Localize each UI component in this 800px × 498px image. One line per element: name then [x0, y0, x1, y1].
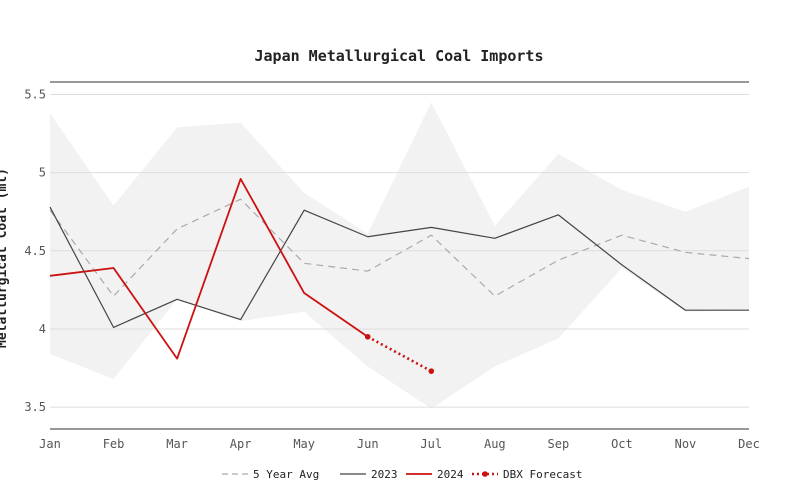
x-tick-label: Nov	[675, 437, 697, 451]
series-line	[367, 335, 432, 373]
x-tick-label: Jan	[39, 437, 61, 451]
x-tick-label: Jul	[420, 437, 442, 451]
range-band	[50, 102, 749, 409]
plot-area: 3.5 4 4.5 5 5.5 Jan Feb Mar Apr May Jun Jul Aug Sep Oc…	[24, 81, 760, 451]
y-tick-label: 5.5	[24, 88, 46, 102]
x-tick-label: May	[293, 437, 315, 451]
legend-marker	[482, 471, 488, 477]
y-axis-label: Metallurgical Coal (mt)	[0, 168, 10, 348]
chart-title: Japan Metallurgical Coal Imports	[255, 47, 544, 65]
series-line	[49, 206, 749, 329]
x-tick-label: Apr	[230, 437, 252, 451]
y-tick-label: 5	[39, 166, 46, 180]
series-line	[49, 178, 369, 360]
y-tick-label: 4.5	[24, 244, 46, 258]
legend-label: 5 Year Avg	[253, 468, 319, 481]
x-tick-label: Sep	[548, 437, 570, 451]
x-tick-label: Mar	[166, 437, 188, 451]
legend-label: 2024	[437, 468, 464, 481]
legend: 5 Year Avg 2023 2024 DBX Forecast	[222, 468, 582, 481]
series-point	[428, 368, 435, 374]
legend-label: 2023	[371, 468, 398, 481]
y-tick-label: 3.5	[24, 400, 46, 414]
series-point	[364, 333, 371, 340]
y-tick-label: 4	[39, 322, 46, 336]
x-tick-label: Dec	[738, 437, 760, 451]
x-tick-label: Jun	[357, 437, 379, 451]
series-line	[49, 198, 750, 297]
legend-label: DBX Forecast	[503, 468, 582, 481]
x-tick-label: Aug	[484, 437, 506, 451]
x-tick-label: Feb	[103, 437, 125, 451]
x-tick-label: Oct	[611, 437, 633, 451]
